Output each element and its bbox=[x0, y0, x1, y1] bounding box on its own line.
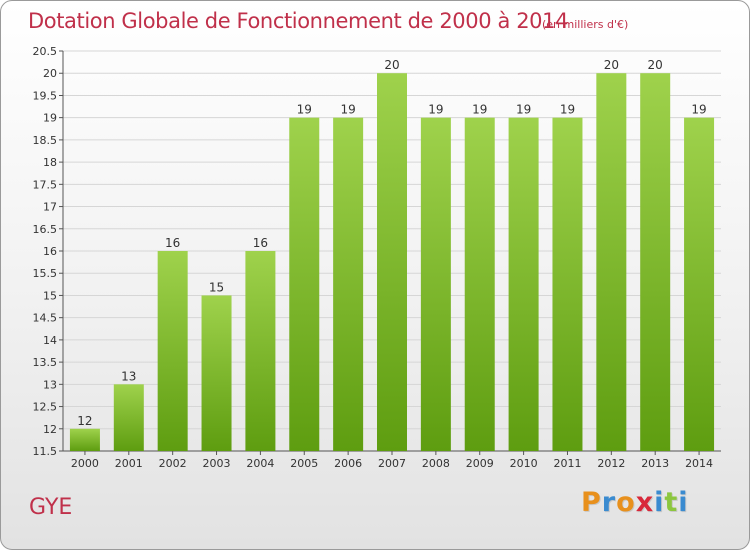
bar-value-label: 19 bbox=[560, 103, 575, 117]
y-tick-label: 18 bbox=[43, 156, 57, 169]
y-tick-label: 19.5 bbox=[33, 89, 58, 102]
logo-letter: r bbox=[601, 487, 617, 518]
bar bbox=[640, 73, 671, 451]
x-tick-label: 2013 bbox=[641, 457, 669, 470]
bar-value-label: 20 bbox=[648, 58, 663, 72]
y-tick-label: 13.5 bbox=[33, 356, 58, 369]
x-tick-label: 2014 bbox=[685, 457, 713, 470]
bar bbox=[333, 117, 364, 452]
x-axis-ticks: 2000 2001 2002 2003 2004 2005 2006 2007 2008 2009… bbox=[71, 451, 713, 470]
y-tick-label: 13 bbox=[43, 378, 57, 391]
bar-value-label: 16 bbox=[165, 236, 180, 250]
y-tick-label: 19 bbox=[43, 112, 57, 125]
bar-value-label: 20 bbox=[604, 58, 619, 72]
x-tick-label: 2005 bbox=[290, 457, 318, 470]
proxiti-logo: Proxiti bbox=[581, 487, 689, 518]
y-tick-label: 11.5 bbox=[33, 445, 58, 458]
bar-value-label: 19 bbox=[428, 103, 443, 117]
x-tick-label: 2010 bbox=[510, 457, 538, 470]
bar bbox=[420, 117, 451, 452]
y-tick-label: 16.5 bbox=[33, 223, 58, 236]
bar-value-label: 20 bbox=[384, 58, 399, 72]
y-tick-label: 20.5 bbox=[33, 45, 58, 58]
y-tick-label: 14 bbox=[43, 334, 57, 347]
bar bbox=[552, 117, 583, 452]
bar-value-label: 19 bbox=[340, 103, 355, 117]
x-tick-label: 2012 bbox=[597, 457, 625, 470]
bar-value-label: 19 bbox=[472, 103, 487, 117]
logo-letter: i bbox=[654, 487, 665, 518]
bar bbox=[201, 295, 232, 451]
unit-note: (en milliers d'€) bbox=[542, 18, 629, 31]
logo-letter: o bbox=[616, 487, 636, 518]
bar-value-label: 12 bbox=[77, 414, 92, 428]
bar bbox=[69, 428, 100, 451]
x-tick-label: 2004 bbox=[246, 457, 274, 470]
y-tick-label: 12.5 bbox=[33, 401, 58, 414]
y-tick-label: 17 bbox=[43, 201, 57, 214]
x-tick-label: 2007 bbox=[378, 457, 406, 470]
x-tick-label: 2003 bbox=[203, 457, 231, 470]
y-tick-label: 20 bbox=[43, 67, 57, 80]
bar bbox=[596, 73, 627, 451]
y-tick-label: 12 bbox=[43, 423, 57, 436]
x-tick-label: 2008 bbox=[422, 457, 450, 470]
x-tick-label: 2001 bbox=[115, 457, 143, 470]
logo-letter: x bbox=[635, 487, 655, 518]
bar-value-label: 19 bbox=[297, 103, 312, 117]
chart-title: Dotation Globale de Fonctionnement de 20… bbox=[28, 9, 569, 33]
bar bbox=[377, 73, 407, 451]
y-tick-label: 16 bbox=[43, 245, 57, 258]
x-tick-label: 2000 bbox=[71, 457, 99, 470]
x-tick-label: 2009 bbox=[466, 457, 494, 470]
y-tick-label: 14.5 bbox=[33, 312, 58, 325]
y-tick-label: 15 bbox=[43, 289, 57, 302]
y-tick-label: 18.5 bbox=[33, 134, 58, 147]
y-tick-label: 15.5 bbox=[33, 267, 58, 280]
bar-value-label: 19 bbox=[691, 103, 706, 117]
bar-value-label: 16 bbox=[253, 236, 268, 250]
logo-letter: P bbox=[581, 487, 602, 518]
bar-value-label: 19 bbox=[516, 103, 531, 117]
x-tick-label: 2011 bbox=[553, 457, 581, 470]
y-tick-label: 17.5 bbox=[33, 178, 58, 191]
bar-value-label: 13 bbox=[121, 369, 136, 383]
bar bbox=[113, 384, 144, 451]
bar bbox=[157, 251, 188, 451]
city-name: GYE bbox=[29, 495, 73, 520]
y-axis-ticks: 11.5 12 12.5 13 13.5 14 14.5 15 15.5 16 16.5 17 17.5… bbox=[33, 45, 63, 458]
bar bbox=[508, 117, 539, 452]
logo-letter: t bbox=[664, 487, 679, 518]
logo-letter: i bbox=[678, 487, 689, 518]
bar bbox=[464, 117, 495, 452]
x-tick-label: 2002 bbox=[159, 457, 187, 470]
bar bbox=[684, 117, 715, 452]
bars: 12 13 16 15 16 19 19 20 19 19 19 19 20 20 19 bbox=[69, 58, 715, 452]
bar-value-label: 15 bbox=[209, 280, 224, 294]
x-tick-label: 2006 bbox=[334, 457, 362, 470]
bar bbox=[289, 117, 320, 452]
bar bbox=[245, 251, 276, 451]
